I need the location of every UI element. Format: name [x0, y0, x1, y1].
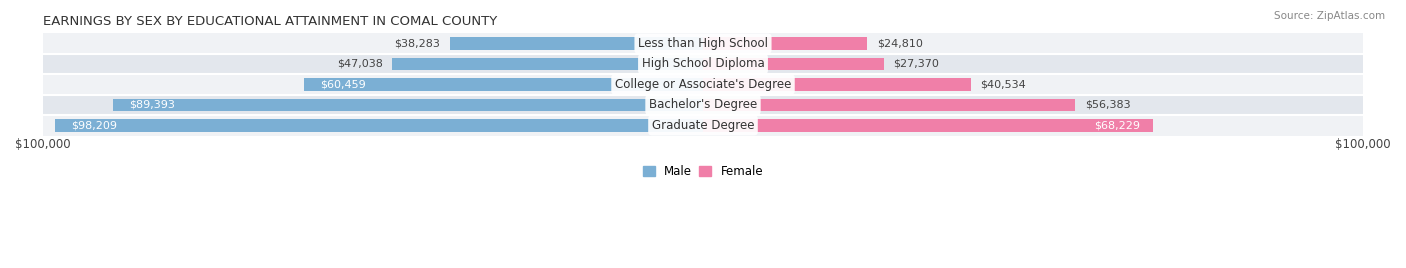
Text: Source: ZipAtlas.com: Source: ZipAtlas.com	[1274, 11, 1385, 21]
Text: College or Associate's Degree: College or Associate's Degree	[614, 78, 792, 91]
Text: Bachelor's Degree: Bachelor's Degree	[650, 98, 756, 111]
Bar	[42, 74, 1364, 95]
Bar	[703, 37, 866, 50]
Bar	[42, 115, 1364, 136]
Text: $60,459: $60,459	[321, 79, 366, 90]
Text: $27,370: $27,370	[894, 59, 939, 69]
Text: $38,283: $38,283	[395, 39, 440, 49]
Text: $40,534: $40,534	[980, 79, 1026, 90]
Bar	[42, 54, 1364, 74]
Bar	[703, 119, 1153, 132]
Text: $47,038: $47,038	[336, 59, 382, 69]
Bar	[703, 99, 1076, 111]
Text: $89,393: $89,393	[129, 100, 176, 110]
Text: $24,810: $24,810	[877, 39, 922, 49]
Bar	[42, 95, 1364, 115]
Text: Less than High School: Less than High School	[638, 37, 768, 50]
Text: $68,229: $68,229	[1094, 120, 1140, 130]
Bar	[392, 58, 703, 70]
Text: Graduate Degree: Graduate Degree	[652, 119, 754, 132]
Bar	[703, 78, 970, 91]
Bar	[450, 37, 703, 50]
Text: $56,383: $56,383	[1085, 100, 1130, 110]
Bar	[42, 33, 1364, 54]
Bar	[112, 99, 703, 111]
Bar	[55, 119, 703, 132]
Legend: Male, Female: Male, Female	[638, 160, 768, 183]
Bar	[703, 58, 884, 70]
Text: $98,209: $98,209	[72, 120, 117, 130]
Text: High School Diploma: High School Diploma	[641, 58, 765, 70]
Text: EARNINGS BY SEX BY EDUCATIONAL ATTAINMENT IN COMAL COUNTY: EARNINGS BY SEX BY EDUCATIONAL ATTAINMEN…	[42, 15, 498, 28]
Bar	[304, 78, 703, 91]
